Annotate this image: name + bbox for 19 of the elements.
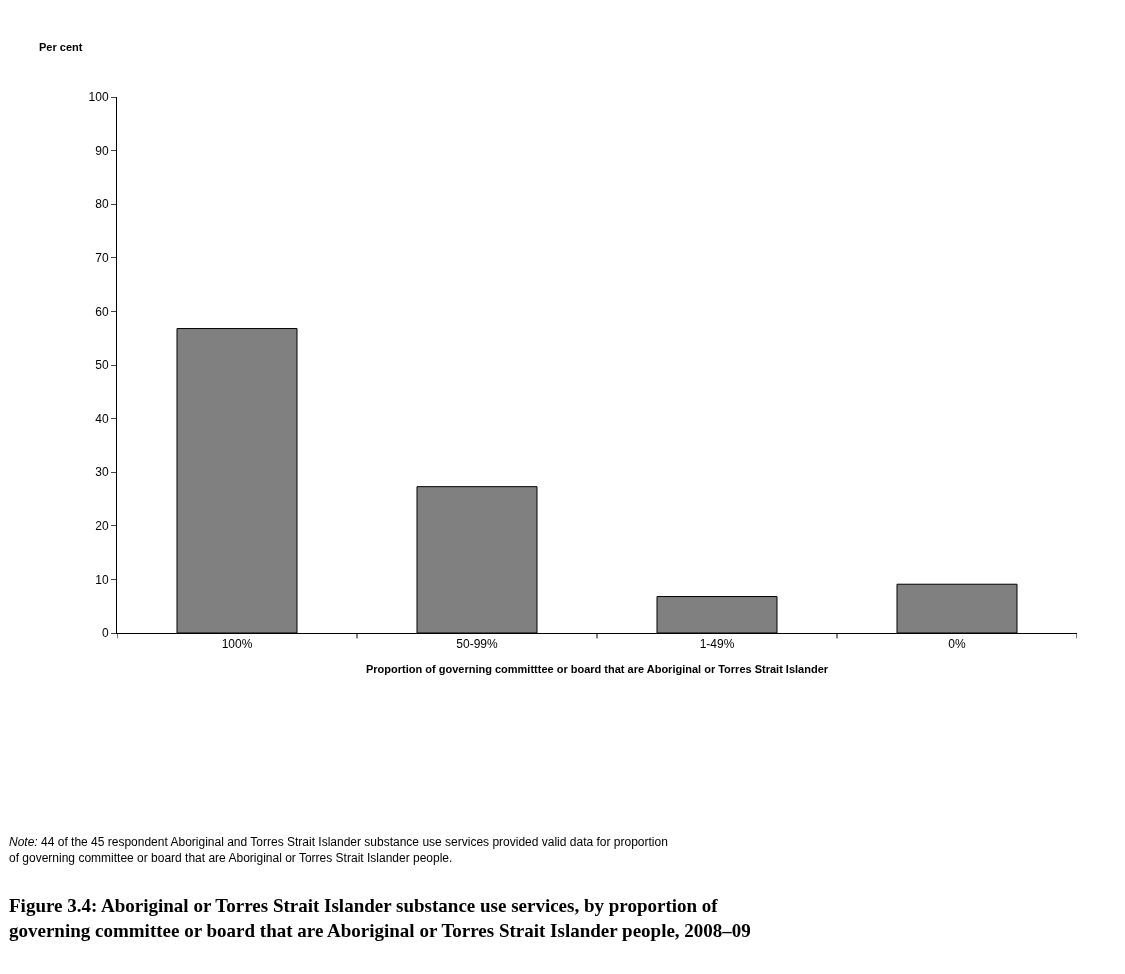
y-tick-label: 20 <box>95 519 109 533</box>
x-tick-label: 0% <box>948 637 966 652</box>
y-tick-label: 70 <box>95 251 109 265</box>
text: Note: 44 of the 45 respondent Aboriginal and Torres Strait Islander substance use services provided valid data for proportion of governing committee or board that are Aboriginal or Torres Strait Islander people. <box>9 835 668 865</box>
y-tick-label: 80 <box>95 197 109 212</box>
text: Figure 3.4: Aboriginal or Torres Strait Islander substance use services, by proportion of governing committee or board that are Aboriginal or Torres Strait Islander people, 2008–09 <box>9 895 751 941</box>
y-tick-label: 90 <box>95 143 109 158</box>
x-tick-label: 100% <box>221 637 253 652</box>
y-tick-label: 0 <box>101 626 109 641</box>
x-axis-title: Proportion of governing committtee or board that are Aboriginal or Torres Strait Islander <box>366 663 829 675</box>
y-tick-label: 50 <box>95 358 109 373</box>
x-tick-label: 1-49% <box>699 637 735 652</box>
y-tick-label: 30 <box>95 465 109 480</box>
y-tick-label: 40 <box>95 411 109 426</box>
x-tick-label: 50-99% <box>456 637 498 652</box>
y-tick-label: 10 <box>95 572 109 587</box>
y-axis-title: Per cent <box>39 41 83 53</box>
y-tick-label: 60 <box>95 304 109 319</box>
y-tick-label: 100 <box>88 90 109 105</box>
